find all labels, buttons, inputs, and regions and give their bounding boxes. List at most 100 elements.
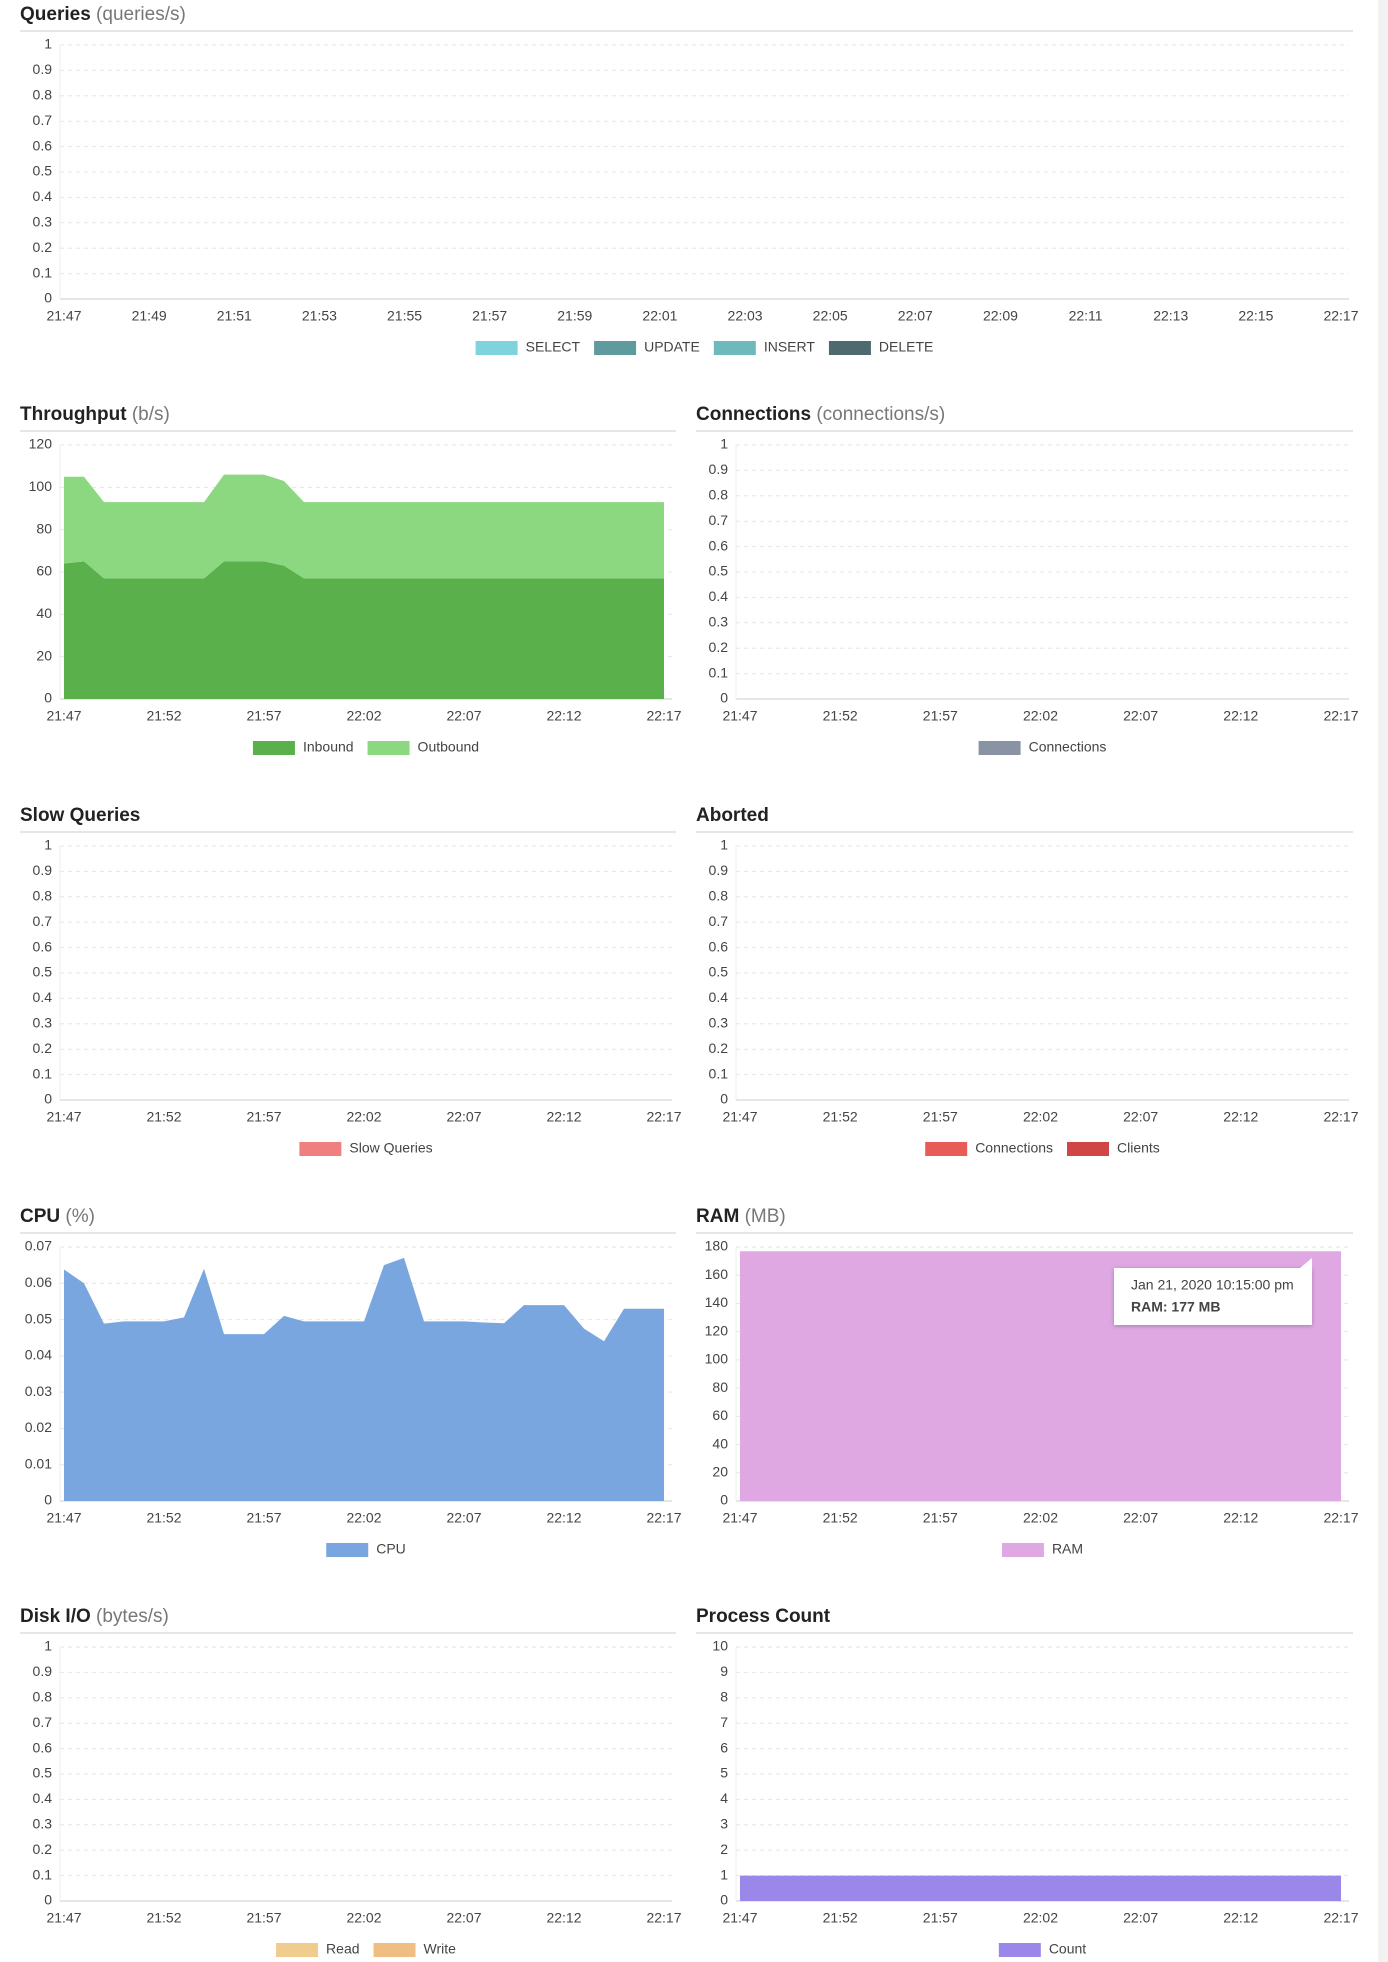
legend: CPU	[326, 1541, 406, 1557]
legend-label: Read	[326, 1941, 359, 1957]
legend-swatch	[276, 1943, 319, 1957]
y-tick-label: 4	[720, 1790, 728, 1806]
tooltip-title: Jan 21, 2020 10:15:00 pm	[1131, 1277, 1294, 1293]
x-tick-label: 22:12	[1223, 708, 1258, 724]
legend: Read Write	[276, 1941, 456, 1957]
title-text: Aborted	[696, 805, 769, 826]
y-tick-label: 40	[36, 605, 52, 621]
x-tick-label: 21:57	[472, 308, 507, 324]
x-tick-label: 22:02	[346, 1510, 381, 1526]
tooltip-box	[1114, 1268, 1312, 1325]
legend-swatch	[299, 1142, 342, 1156]
y-tick-label: 0.4	[33, 188, 53, 204]
y-tick-label: 0.4	[33, 1790, 53, 1806]
x-tick-label: 21:47	[46, 1109, 81, 1125]
x-tick-label: 21:52	[823, 1109, 858, 1125]
y-tick-label: 0.7	[709, 913, 729, 929]
x-tick-label: 22:17	[1323, 308, 1358, 324]
legend-label: Write	[424, 1941, 457, 1957]
legend-label: Outbound	[418, 739, 480, 755]
panel-title: Disk I/O (bytes/s)	[20, 1606, 169, 1627]
y-tick-label: 0.6	[33, 938, 53, 954]
y-tick-label: 0.5	[709, 563, 729, 579]
x-tick-label: 22:07	[1123, 1109, 1158, 1125]
legend-swatch	[367, 741, 410, 755]
y-tick-label: 0	[720, 690, 728, 706]
panel-title: Queries (queries/s)	[20, 4, 186, 25]
y-tick-label: 0.4	[709, 989, 729, 1005]
y-tick-label: 1	[44, 1638, 52, 1654]
x-tick-label: 22:02	[346, 1910, 381, 1926]
x-tick-label: 22:12	[1223, 1910, 1258, 1926]
y-tick-label: 0.01	[25, 1455, 52, 1471]
scrollbar-track	[1378, 0, 1388, 1962]
x-tick-label: 22:13	[1153, 308, 1188, 324]
x-tick-label: 22:07	[446, 708, 481, 724]
y-tick-label: 5	[720, 1765, 728, 1781]
tooltip-text: RAM: 177 MB	[1131, 1299, 1220, 1315]
x-tick-label: 21:47	[722, 1109, 757, 1125]
area	[740, 1875, 1341, 1901]
x-tick-label: 21:47	[46, 708, 81, 724]
legend: Connections	[978, 739, 1106, 755]
y-tick-label: 0.1	[709, 1065, 729, 1081]
title-unit: (b/s)	[132, 404, 170, 425]
y-tick-label: 120	[29, 436, 53, 452]
x-tick-label: 22:12	[1223, 1510, 1258, 1526]
y-tick-label: 80	[36, 520, 52, 536]
legend: Count	[998, 1941, 1086, 1957]
legend: Connections Clients	[925, 1140, 1160, 1156]
title-text: Slow Queries	[20, 805, 140, 826]
y-tick-label: 0.4	[709, 588, 729, 604]
tooltip: Jan 21, 2020 10:15:00 pm RAM: 177 MB	[1114, 1258, 1312, 1325]
x-tick-label: 22:07	[898, 308, 933, 324]
x-tick-label: 21:47	[46, 1910, 81, 1926]
x-tick-label: 21:57	[246, 1910, 281, 1926]
y-tick-label: 0.6	[709, 938, 729, 954]
y-tick-label: 0	[720, 1091, 728, 1107]
x-tick-label: 22:03	[728, 308, 763, 324]
legend-label: CPU	[376, 1541, 406, 1557]
x-tick-label: 22:12	[546, 1910, 581, 1926]
y-tick-label: 0.1	[709, 664, 729, 680]
legend-swatch	[1067, 1142, 1110, 1156]
legend: Slow Queries	[299, 1140, 433, 1156]
y-tick-label: 0.1	[33, 264, 53, 280]
panel-title: Throughput (b/s)	[20, 404, 170, 425]
title-text: Process Count	[696, 1606, 831, 1627]
y-tick-label: 1	[720, 837, 728, 853]
y-tick-label: 0.9	[33, 1663, 53, 1679]
y-tick-label: 0.7	[33, 1714, 53, 1730]
x-tick-label: 22:07	[446, 1510, 481, 1526]
x-tick-label: 22:01	[642, 308, 677, 324]
x-tick-label: 21:52	[146, 708, 181, 724]
legend-label: Count	[1049, 1941, 1086, 1957]
title-unit: (connections/s)	[816, 404, 945, 425]
y-tick-label: 0.03	[25, 1383, 52, 1399]
area	[64, 474, 664, 579]
legend-label: Clients	[1117, 1140, 1160, 1156]
y-tick-label: 7	[720, 1714, 728, 1730]
y-tick-label: 0.8	[709, 487, 729, 503]
y-tick-label: 0	[44, 1091, 52, 1107]
x-tick-label: 22:17	[646, 1510, 681, 1526]
x-tick-label: 22:07	[1123, 708, 1158, 724]
y-tick-label: 0.9	[709, 862, 729, 878]
x-tick-label: 22:17	[646, 1109, 681, 1125]
y-tick-label: 8	[720, 1689, 728, 1705]
x-tick-label: 21:57	[246, 1510, 281, 1526]
y-tick-label: 2	[720, 1841, 728, 1857]
x-tick-label: 22:12	[546, 1510, 581, 1526]
x-tick-label: 22:02	[1023, 1510, 1058, 1526]
x-tick-label: 21:47	[722, 1910, 757, 1926]
y-tick-label: 0.9	[33, 61, 53, 77]
title-unit: (%)	[65, 1206, 95, 1227]
x-tick-label: 22:02	[346, 1109, 381, 1125]
x-tick-label: 22:17	[646, 1910, 681, 1926]
y-tick-label: 0	[44, 290, 52, 306]
panel-title: Slow Queries	[20, 805, 140, 826]
x-tick-label: 22:17	[1323, 1910, 1358, 1926]
tooltip-pointer	[1300, 1258, 1312, 1268]
y-tick-label: 0.5	[709, 964, 729, 980]
